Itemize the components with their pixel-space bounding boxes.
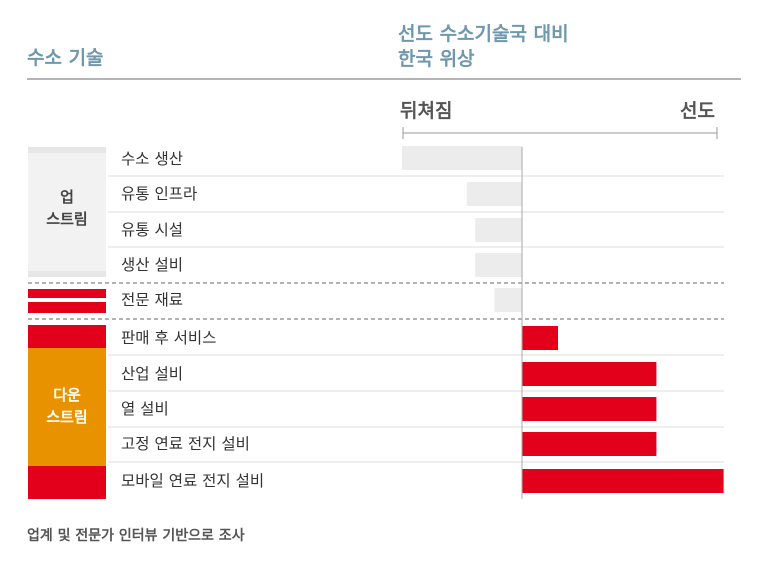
row-label: 판매 후 서비스 <box>121 329 217 347</box>
group-blocks <box>28 147 106 499</box>
bar-10 <box>522 469 724 493</box>
row-label: 유통 시설 <box>121 221 183 239</box>
group-label-upstream-line2: 스트림 <box>46 210 88 228</box>
bar-5 <box>494 288 522 312</box>
row-label: 고정 연료 전지 설비 <box>121 435 250 453</box>
bar-8 <box>522 397 657 421</box>
column-title-technology: 수소 기술 <box>27 47 104 69</box>
footnote: 업계 및 전문가 인터뷰 기반으로 조사 <box>27 528 245 544</box>
bar-9 <box>522 432 657 456</box>
materials-white-gap <box>28 298 106 302</box>
materials-red-strip-2 <box>28 302 106 313</box>
bar-6 <box>522 326 558 350</box>
group-label-downstream-line1: 다운 <box>53 386 81 404</box>
row-label: 전문 재료 <box>121 291 183 309</box>
bar-7 <box>522 362 657 386</box>
scale-label-leading: 선도 <box>680 100 715 122</box>
row-label: 모바일 연료 전지 설비 <box>121 472 265 490</box>
row-label: 열 설비 <box>121 400 169 418</box>
row-label: 산업 설비 <box>121 365 183 383</box>
row-label: 유통 인프라 <box>121 185 198 203</box>
bar-4 <box>475 253 522 277</box>
scale-axis <box>402 127 718 139</box>
bar-3 <box>475 218 522 242</box>
mobile-red-block <box>28 466 106 499</box>
group-label-upstream: 업 스트림 <box>28 186 106 230</box>
upstream-top-strip <box>28 147 106 153</box>
scale-label-behind: 뒤쳐짐 <box>400 100 453 122</box>
column-title-position-line1: 선도 수소기술국 대비 <box>398 23 569 45</box>
materials-red-strip <box>28 289 106 298</box>
column-title-position-line2: 한국 위상 <box>398 48 475 70</box>
downstream-block <box>28 348 106 466</box>
upstream-block <box>28 153 106 271</box>
upstream-bottom-strip <box>28 271 106 277</box>
group-label-upstream-line1: 업 <box>60 188 74 206</box>
service-red-block <box>28 325 106 348</box>
bar-2 <box>466 182 522 206</box>
bar-1 <box>402 146 522 170</box>
row-label: 수소 생산 <box>121 150 183 168</box>
group-label-downstream: 다운 스트림 <box>28 384 106 428</box>
row-label: 생산 설비 <box>121 256 183 274</box>
group-label-downstream-line2: 스트림 <box>46 408 88 426</box>
